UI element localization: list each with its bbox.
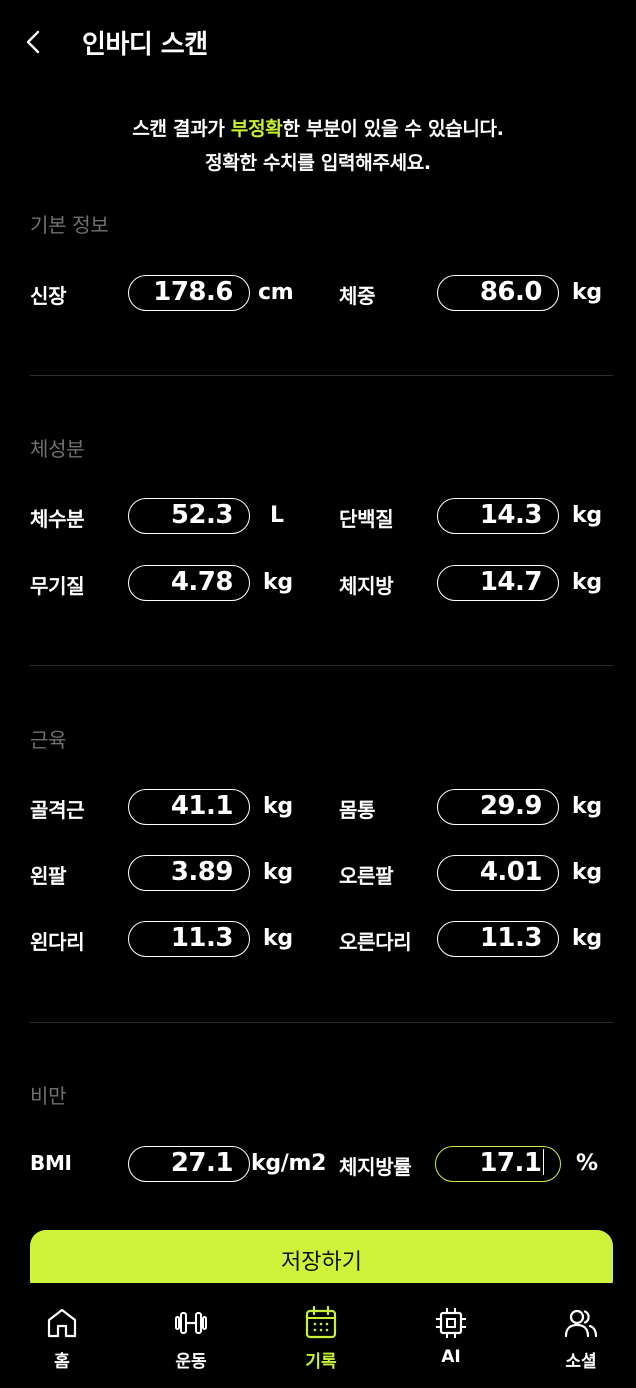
skeletal-muscle-input[interactable]: 41.1: [128, 789, 250, 825]
right-leg-unit: kg: [572, 926, 602, 951]
divider: [30, 375, 613, 376]
bmi-input[interactable]: 27.1: [128, 1146, 250, 1182]
left-leg-input[interactable]: 11.3: [128, 921, 250, 957]
section-title-basic: 기본 정보: [30, 213, 109, 237]
height-input[interactable]: 178.6: [128, 275, 250, 311]
notice-accent: 부정확: [230, 118, 283, 140]
body-fat-rate-input[interactable]: 17.1: [435, 1146, 561, 1182]
body-fat-label: 체지방: [339, 574, 394, 598]
calendar-icon: [305, 1305, 337, 1339]
divider: [30, 665, 613, 666]
mineral-unit: kg: [263, 570, 293, 595]
bmi-label: BMI: [30, 1151, 72, 1175]
tab-ai-label: AI: [441, 1347, 461, 1367]
right-arm-label: 오른팔: [339, 864, 394, 888]
tab-records-label: 기록: [305, 1352, 337, 1372]
trunk-unit: kg: [572, 794, 602, 819]
chip-icon: [436, 1308, 466, 1338]
tab-ai[interactable]: AI: [401, 1305, 501, 1367]
tab-records[interactable]: 기록: [271, 1305, 371, 1372]
body-fat-input[interactable]: 14.7: [437, 565, 559, 601]
protein-label: 단백질: [339, 507, 394, 531]
left-arm-input[interactable]: 3.89: [128, 855, 250, 891]
right-leg-input[interactable]: 11.3: [437, 921, 559, 957]
chevron-left-icon: [26, 30, 40, 54]
tab-social-label: 소셜: [565, 1352, 597, 1372]
left-leg-label: 왼다리: [30, 930, 85, 954]
header: 인바디 스캔: [0, 0, 636, 86]
mineral-input[interactable]: 4.78: [128, 565, 250, 601]
home-icon: [47, 1308, 77, 1338]
water-label: 체수분: [30, 507, 85, 531]
notice-line1-after: 한 부분이 있을 수 있습니다.: [282, 118, 504, 140]
left-leg-unit: kg: [263, 926, 293, 951]
protein-input[interactable]: 14.3: [437, 498, 559, 534]
water-unit: L: [270, 503, 284, 528]
right-arm-unit: kg: [572, 860, 602, 885]
left-arm-unit: kg: [263, 860, 293, 885]
height-label: 신장: [30, 284, 67, 308]
body-fat-rate-label: 체지방률: [339, 1155, 412, 1179]
people-icon: [564, 1309, 598, 1338]
weight-unit: kg: [572, 280, 602, 305]
skeletal-muscle-label: 골격근: [30, 798, 85, 822]
trunk-label: 몸통: [339, 798, 376, 822]
body-fat-unit: kg: [572, 570, 602, 595]
right-leg-label: 오른다리: [339, 930, 412, 954]
weight-input[interactable]: 86.0: [437, 275, 559, 311]
section-title-obesity: 비만: [30, 1084, 67, 1108]
dumbbell-icon: [175, 1312, 207, 1334]
tab-home-label: 홈: [54, 1352, 70, 1372]
bmi-unit: kg/m2: [251, 1151, 327, 1176]
divider: [30, 1022, 613, 1023]
back-button[interactable]: [18, 26, 50, 58]
weight-label: 체중: [339, 284, 376, 308]
right-arm-input[interactable]: 4.01: [437, 855, 559, 891]
body-fat-rate-unit: %: [576, 1151, 598, 1176]
section-title-muscle: 근육: [30, 728, 67, 752]
notice-line2: 정확한 수치를 입력해주세요.: [205, 152, 431, 174]
tab-workout-label: 운동: [175, 1352, 207, 1372]
protein-unit: kg: [572, 503, 602, 528]
height-unit: cm: [258, 280, 294, 305]
bottom-tab-bar: 홈 운동 기록: [0, 1283, 636, 1388]
tab-social[interactable]: 소셜: [531, 1305, 631, 1372]
skeletal-muscle-unit: kg: [263, 794, 293, 819]
notice-text: 스캔 결과가 부정확한 부분이 있을 수 있습니다. 정확한 수치를 입력해주세…: [0, 112, 636, 180]
tab-home[interactable]: 홈: [12, 1305, 112, 1372]
body-fat-rate-value: 17.1: [479, 1148, 542, 1178]
tab-workout[interactable]: 운동: [141, 1305, 241, 1372]
text-caret: [542, 1149, 544, 1175]
left-arm-label: 왼팔: [30, 864, 67, 888]
trunk-input[interactable]: 29.9: [437, 789, 559, 825]
section-title-composition: 체성분: [30, 437, 85, 461]
mineral-label: 무기질: [30, 574, 85, 598]
water-input[interactable]: 52.3: [128, 498, 250, 534]
page-title: 인바디 스캔: [82, 30, 208, 60]
notice-line1-before: 스캔 결과가: [132, 118, 231, 140]
